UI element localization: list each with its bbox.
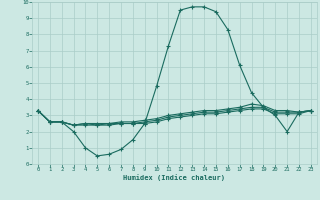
X-axis label: Humidex (Indice chaleur): Humidex (Indice chaleur) xyxy=(124,175,225,181)
